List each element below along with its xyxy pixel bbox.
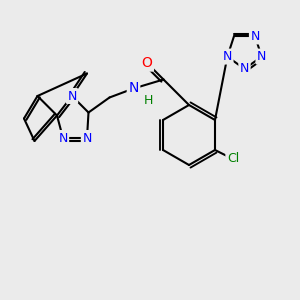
Text: N: N [250,30,260,43]
Text: Cl: Cl [227,152,239,166]
Text: N: N [82,131,92,145]
Text: N: N [223,50,232,63]
Text: N: N [67,89,77,103]
Text: H: H [144,94,153,107]
Text: O: O [142,56,152,70]
Text: N: N [58,131,68,145]
Text: N: N [128,82,139,95]
Text: N: N [240,62,249,76]
Text: N: N [257,50,266,63]
